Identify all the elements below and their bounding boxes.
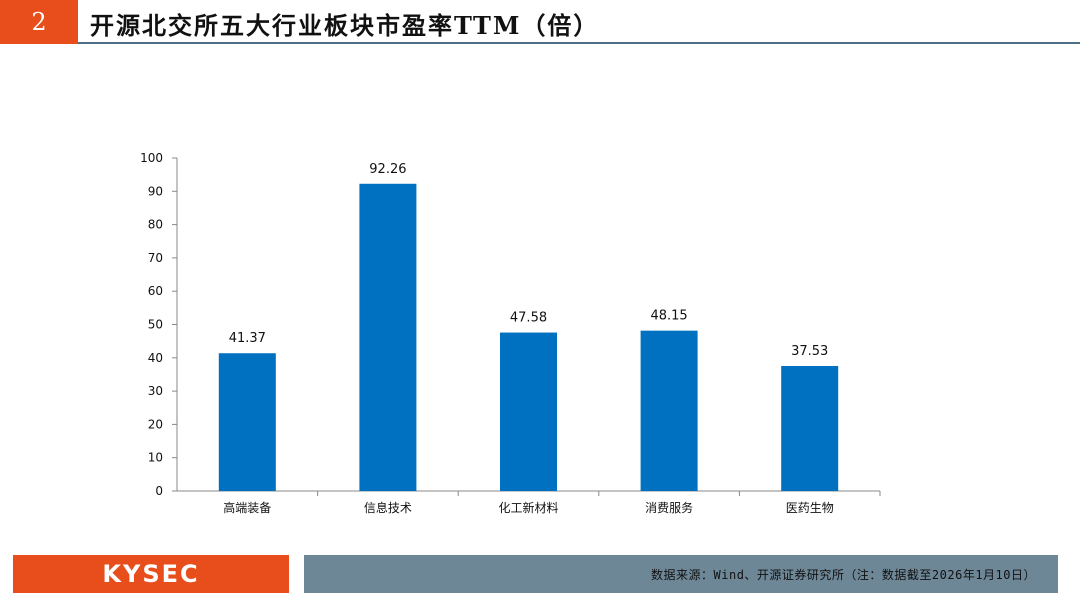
- section-number: 2: [0, 0, 78, 44]
- page-header: 2 开源北交所五大行业板块市盈率TTM（倍）: [0, 0, 1080, 46]
- bar-3: [500, 332, 557, 491]
- bar-value-label: 92.26: [369, 162, 406, 177]
- header-divider: [78, 42, 1080, 44]
- source-note: 数据来源：Wind、开源证券研究所（注：数据截至2026年1月10日）: [651, 567, 1036, 582]
- bar-1: [218, 353, 276, 491]
- company-logo: KYSEC: [13, 555, 289, 593]
- x-tick-label: 高端装备: [223, 500, 271, 515]
- y-tick-label: 50: [148, 318, 163, 332]
- bar-2: [359, 183, 417, 491]
- bar-value-label: 37.53: [791, 344, 828, 359]
- bar-4: [640, 330, 698, 491]
- y-tick-label: 100: [140, 151, 163, 165]
- y-tick-label: 90: [148, 184, 163, 198]
- y-tick-label: 80: [148, 218, 163, 232]
- bar-value-label: 41.37: [229, 331, 266, 346]
- y-tick-label: 0: [155, 484, 163, 498]
- x-tick-label: 信息技术: [364, 500, 412, 515]
- bar-5: [781, 366, 839, 491]
- logo-text: KYSEC: [102, 560, 200, 588]
- bar-value-label: 48.15: [650, 309, 687, 324]
- x-tick-label: 化工新材料: [498, 500, 558, 515]
- bar-chart: 0 10 20 30 40 50 60 70 80 90 100 41.37 高端装备 92.26 信息技术…: [140, 151, 881, 515]
- y-tick-label: 30: [148, 384, 163, 398]
- y-tick-label: 40: [148, 351, 163, 365]
- y-tick-label: 20: [148, 417, 163, 431]
- x-tick-label: 消费服务: [645, 500, 693, 515]
- y-tick-label: 10: [148, 451, 163, 465]
- source-bar: 数据来源：Wind、开源证券研究所（注：数据截至2026年1月10日）: [304, 555, 1058, 593]
- page-title: 开源北交所五大行业板块市盈率TTM（倍）: [90, 11, 600, 40]
- bar-value-label: 47.58: [510, 311, 547, 326]
- x-tick-label: 医药生物: [786, 501, 834, 515]
- y-tick-label: 70: [148, 251, 163, 265]
- y-tick-label: 60: [148, 284, 163, 298]
